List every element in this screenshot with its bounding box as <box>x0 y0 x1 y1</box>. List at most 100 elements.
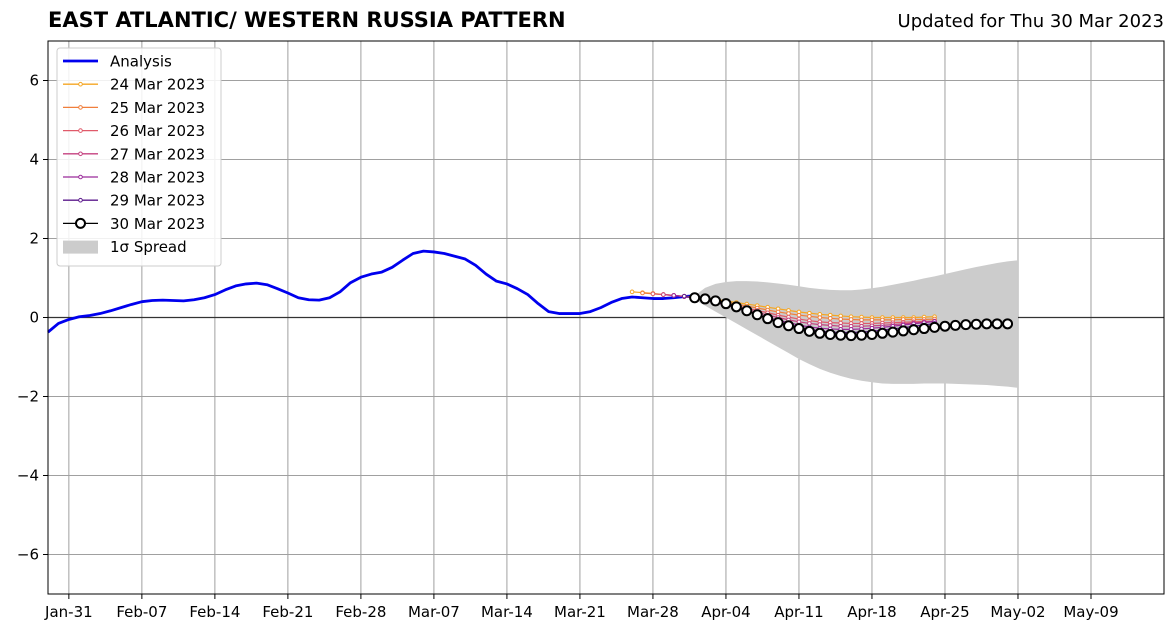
forecast-point <box>845 330 857 342</box>
forecast-point <box>640 290 645 296</box>
forecast-point <box>751 309 763 321</box>
legend-marker <box>78 151 83 157</box>
x-tick-label: Mar-14 <box>481 603 533 621</box>
y-tick-label: 0 <box>29 309 39 327</box>
legend-entry: 1σ Spread <box>63 238 187 256</box>
legend-box <box>56 47 222 267</box>
forecast-point <box>796 312 802 318</box>
forecast-point <box>681 293 687 299</box>
forecast-point <box>699 293 711 305</box>
forecast-point <box>838 316 843 322</box>
forecast-point <box>720 298 732 310</box>
x-tick-label: Apr-11 <box>774 603 824 621</box>
y-tick-label: −2 <box>17 388 39 406</box>
x-tick-label: May-02 <box>990 603 1045 621</box>
forecast-point <box>689 292 701 304</box>
forecast-point <box>856 329 868 341</box>
legend-label: 29 Mar 2023 <box>110 192 205 210</box>
x-tick-label: Apr-18 <box>847 603 897 621</box>
forecast-point <box>730 301 742 313</box>
x-tick-label: Jan-31 <box>44 603 93 621</box>
forecast-point <box>991 318 1003 330</box>
legend-entry: 27 Mar 2023 <box>63 145 205 163</box>
forecast-point <box>629 289 635 295</box>
legend-entry: 30 Mar 2023 <box>63 215 205 233</box>
forecast-point <box>918 323 930 335</box>
x-tick-label: Feb-28 <box>335 603 386 621</box>
forecast-point <box>793 323 805 335</box>
x-tick-label: Apr-04 <box>701 603 751 621</box>
forecast-point <box>848 317 854 322</box>
legend-entry: 25 Mar 2023 <box>63 99 205 117</box>
legend-label: 1σ Spread <box>110 238 187 256</box>
forecast-point <box>897 325 909 337</box>
forecast-point <box>835 329 847 341</box>
x-tick-label: Feb-14 <box>189 603 240 621</box>
legend-label: 25 Mar 2023 <box>110 99 205 117</box>
legend-marker <box>78 174 83 180</box>
y-tick-label: −6 <box>17 546 39 564</box>
forecast-series <box>689 292 1014 342</box>
x-tick-label: Apr-25 <box>920 603 970 621</box>
legend-marker <box>75 217 86 229</box>
legend-label: 27 Mar 2023 <box>110 145 205 163</box>
forecast-point <box>824 328 836 340</box>
legend-entry: 29 Mar 2023 <box>63 192 205 210</box>
chart-subtitle: Updated for Thu 30 Mar 2023 <box>897 11 1164 32</box>
forecast-point <box>960 319 972 331</box>
legend-entry: 26 Mar 2023 <box>63 122 205 140</box>
forecast-point <box>981 318 993 330</box>
legend-marker <box>78 128 83 133</box>
forecast-point <box>949 319 961 331</box>
x-tick-label: Feb-21 <box>262 603 313 621</box>
analysis-line <box>47 249 695 334</box>
forecast-point <box>817 315 823 320</box>
forecast-point <box>710 295 722 307</box>
forecast-point <box>762 313 774 325</box>
y-tick-label: 6 <box>29 72 39 90</box>
forecast-point <box>650 291 656 297</box>
tick-layer: Jan-31 Feb-07 Feb-14 Feb-21 Feb-28 Mar-07 Mar-… <box>17 72 1119 622</box>
forecast-point <box>866 328 878 340</box>
forecast-point <box>887 326 899 338</box>
forecast-point <box>803 325 815 337</box>
legend-entry: 28 Mar 2023 <box>63 169 205 187</box>
chart-title: EAST ATLANTIC/ WESTERN RUSSIA PATTERN <box>48 8 566 32</box>
legend-marker <box>78 81 83 87</box>
legend-label: 30 Mar 2023 <box>110 215 205 233</box>
x-tick-label: May-09 <box>1063 603 1118 621</box>
legend-marker <box>78 105 83 110</box>
forecast-point <box>970 318 982 330</box>
forecast-point <box>814 327 826 339</box>
forecast-point <box>939 320 951 332</box>
forecast-point <box>908 324 920 336</box>
x-tick-label: Mar-28 <box>627 603 679 621</box>
legend-entry: 24 Mar 2023 <box>63 76 205 94</box>
forecast-point <box>661 292 666 297</box>
legend-label: Analysis <box>110 53 172 71</box>
x-tick-label: Mar-21 <box>554 603 606 621</box>
legend-label: 24 Mar 2023 <box>110 76 205 94</box>
forecast-point <box>671 293 677 298</box>
x-tick-label: Mar-07 <box>408 603 460 621</box>
forecast-point <box>827 315 833 321</box>
y-tick-label: 4 <box>29 151 39 169</box>
forecast-point <box>1002 318 1014 330</box>
y-tick-label: 2 <box>29 230 39 248</box>
series-layer <box>47 249 1014 342</box>
legend-entry: Analysis <box>63 53 172 71</box>
grid <box>48 41 1164 594</box>
forecast-point <box>783 320 795 332</box>
legend-label: 28 Mar 2023 <box>110 169 205 187</box>
legend-swatch <box>63 240 98 254</box>
forecast-point <box>929 321 941 333</box>
forecast-point <box>807 314 812 319</box>
x-tick-label: Feb-07 <box>116 603 167 621</box>
forecast-point <box>772 317 784 329</box>
legend-marker <box>78 197 83 203</box>
y-tick-label: −4 <box>17 467 39 485</box>
forecast-point <box>876 327 888 339</box>
forecast-point <box>741 305 753 317</box>
legend: Analysis 24 Mar 2023 25 Mar 2023 26 Mar 202… <box>56 47 222 267</box>
